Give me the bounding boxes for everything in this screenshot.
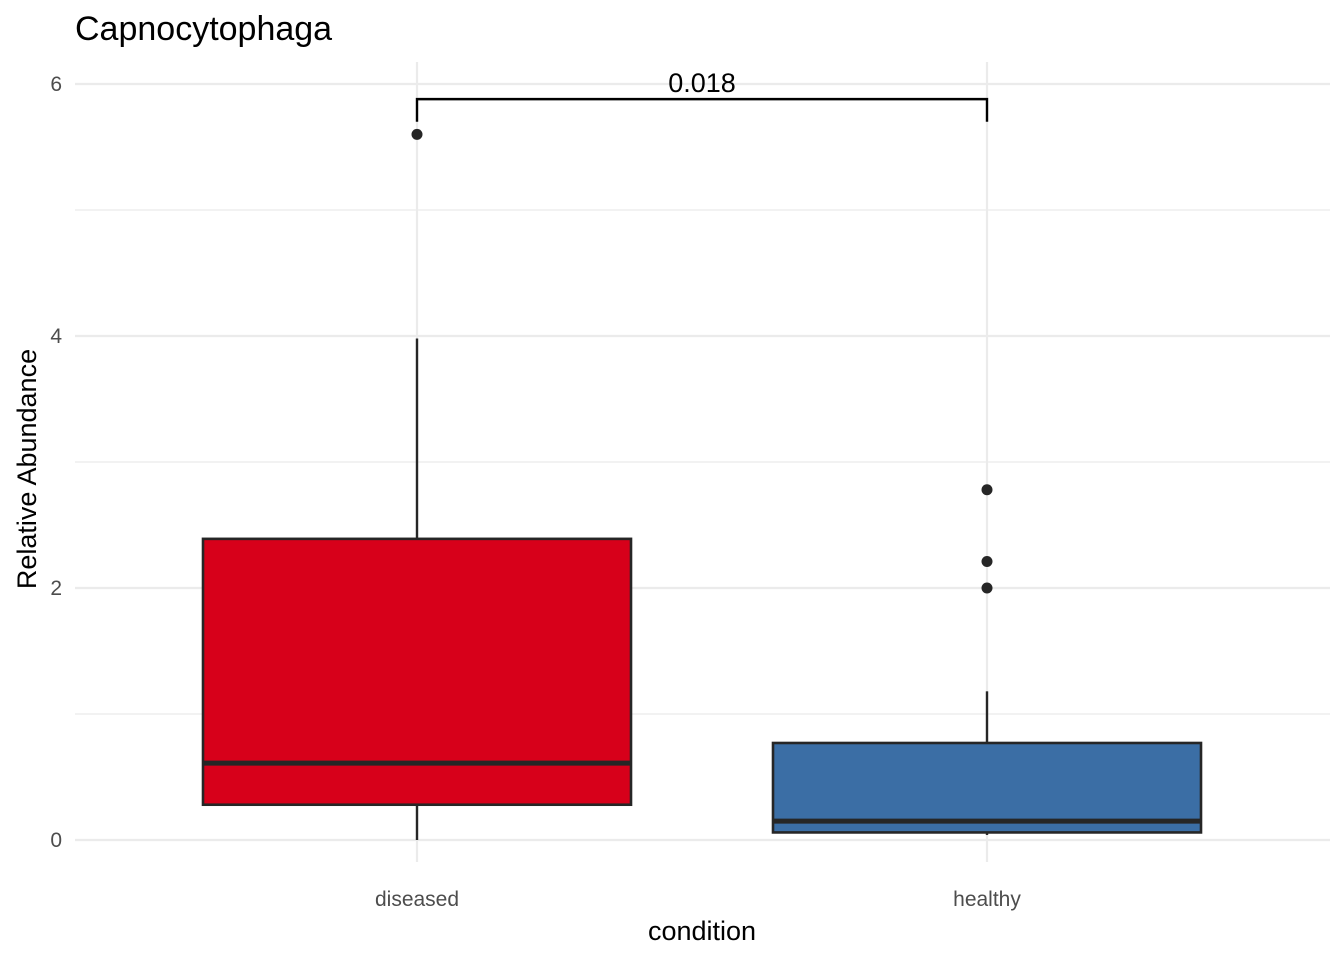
- x-axis-ticks: diseased healthy: [375, 888, 1021, 911]
- x-tick-label: diseased: [375, 888, 459, 911]
- y-tick-label: 4: [50, 325, 62, 348]
- y-tick-label: 0: [50, 829, 62, 852]
- y-tick-label: 2: [50, 577, 62, 600]
- significance-bracket: [415, 97, 989, 122]
- boxplots: [201, 128, 1203, 840]
- boxplot-diseased: [201, 128, 633, 840]
- x-axis-title: condition: [648, 916, 756, 946]
- x-tick-label: healthy: [953, 888, 1021, 911]
- boxplot-healthy: [771, 484, 1203, 835]
- box-healthy: [771, 741, 1203, 834]
- outlier-point: [981, 556, 993, 568]
- y-tick-label: 6: [50, 73, 62, 96]
- outlier-point: [411, 128, 423, 140]
- y-axis-ticks: 0 2 4 6: [50, 73, 62, 852]
- y-axis-title: Relative Abundance: [12, 349, 42, 589]
- significance-annotation: 0.018: [415, 68, 989, 122]
- chart-title: Capnocytophaga: [75, 10, 332, 48]
- p-value-label: 0.018: [668, 68, 736, 98]
- outlier-point: [981, 582, 993, 594]
- outlier-point: [981, 484, 993, 496]
- box-diseased: [201, 537, 633, 807]
